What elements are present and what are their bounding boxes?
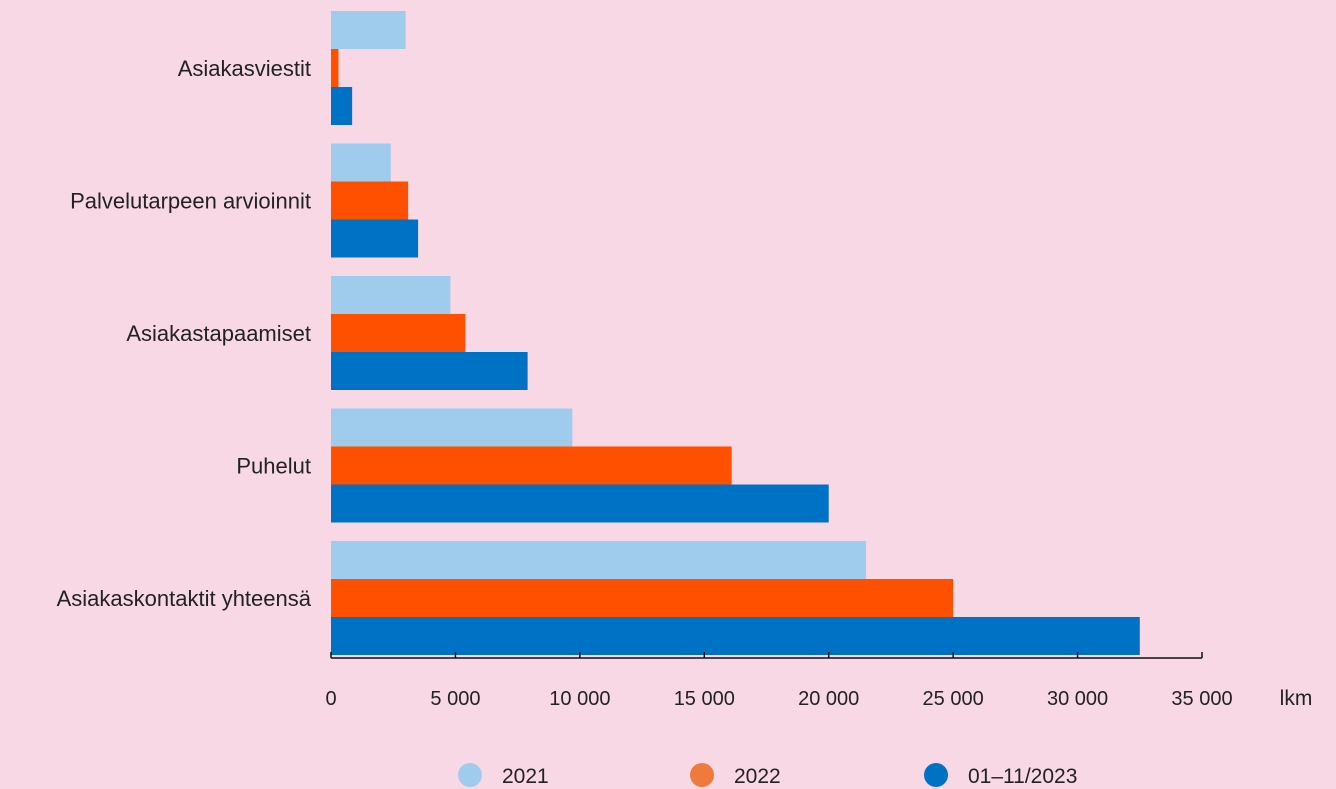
bar-2021-Puhelut — [331, 408, 573, 447]
bar-01–11/2023-Puhelut — [331, 484, 829, 523]
category-labels: Asiakasviestit Palvelutarpeen arvioinnit A… — [57, 56, 312, 611]
x-tick-label: 0 — [325, 688, 336, 710]
bar-2022-Asiakaskontaktit yhteensä — [331, 579, 954, 617]
bar-2022-Asiakastapaamiset — [331, 314, 466, 352]
legend-label: 2022 — [734, 765, 781, 788]
x-axis-unit-label: lkm — [1280, 687, 1313, 710]
x-tick-label: 25 000 — [923, 688, 984, 710]
bar-2021-Asiakasviestit — [331, 11, 406, 49]
category-label: Palvelutarpeen arvioinnit — [70, 189, 311, 214]
legend: 2021 2022 01–11/2023 — [458, 763, 1077, 788]
legend-marker — [924, 763, 948, 787]
x-tick-label: 35 000 — [1171, 688, 1232, 710]
x-tick-label: 30 000 — [1047, 688, 1108, 710]
legend-marker — [690, 763, 714, 787]
category-label: Asiakasviestit — [178, 56, 311, 81]
bar-2021-Asiakastapaamiset — [331, 276, 451, 314]
x-tick-label: 15 000 — [674, 688, 735, 710]
bar-2022-Asiakasviestit — [331, 49, 339, 87]
x-axis-ticks: 0 5 000 10 000 15 000 20 000 25 000 30 000 35 0… — [325, 652, 1233, 710]
category-label: Puhelut — [236, 454, 311, 479]
x-tick-label: 20 000 — [798, 688, 859, 710]
bars-layer — [331, 11, 1140, 655]
bar-2021-Palvelutarpeen arvioinnit — [331, 143, 391, 182]
bar-2022-Palvelutarpeen arvioinnit — [331, 181, 409, 220]
bar-01–11/2023-Asiakasviestit — [331, 87, 353, 125]
bar-01–11/2023-Palvelutarpeen arvioinnit — [331, 219, 419, 258]
x-tick-label: 5 000 — [430, 688, 480, 710]
category-label: Asiakastapaamiset — [126, 321, 311, 346]
legend-label: 01–11/2023 — [968, 765, 1077, 788]
x-tick-label: 10 000 — [549, 688, 610, 710]
legend-marker — [458, 763, 482, 787]
legend-label: 2021 — [502, 765, 549, 788]
bar-01–11/2023-Asiakastapaamiset — [331, 352, 528, 390]
bar-01–11/2023-Asiakaskontaktit yhteensä — [331, 617, 1140, 655]
bar-2021-Asiakaskontaktit yhteensä — [331, 541, 867, 579]
category-label: Asiakaskontaktit yhteensä — [57, 586, 312, 611]
bar-2022-Puhelut — [331, 446, 732, 485]
